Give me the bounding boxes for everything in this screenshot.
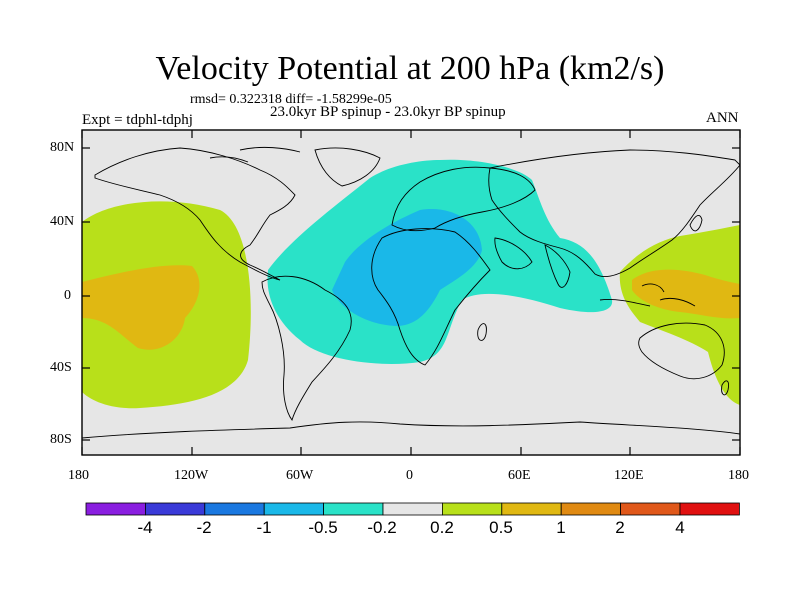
coast-africa [371,228,491,366]
colorbar [85,502,740,516]
x-tick-label: 120W [174,468,209,483]
colorbar-label: 2 [615,518,625,537]
colorbar-label: -0.2 [367,518,397,537]
coast-australia [638,322,725,380]
coast-asia [488,149,741,278]
y-tick-label: 40S [50,360,72,375]
colorbar-label: -2 [196,518,212,537]
season-label: ANN [706,110,739,126]
y-axis [82,147,740,441]
coast-antarctica [81,421,741,439]
colorbar-swatch [679,502,740,516]
y-tick-label: 80S [50,432,72,447]
x-tick-label: 60W [286,468,314,483]
coast-new-zealand [721,380,729,396]
colorbar-swatch [204,502,265,516]
coast-arctic-islands [209,146,301,163]
field-pos-mid-west-pacific [632,269,740,319]
y-tick-label: 40N [50,214,75,229]
colorbar-swatch [620,502,681,516]
colorbar-swatch [560,502,622,516]
y-tick-label: 0 [64,288,71,303]
colorbar-label: -4 [137,518,153,537]
coast-japan [689,214,703,232]
coast-north-america [94,147,296,281]
coast-south-america [261,275,352,421]
colorbar-swatch [144,502,206,516]
x-axis [81,130,741,455]
colorbar-label: 0.5 [489,518,513,537]
coast-madagascar [477,323,487,341]
x-tick-label: 180 [68,468,89,483]
coast-arabia [494,237,533,270]
x-tick-label: 180 [728,468,749,483]
colorbar-label: -0.5 [308,518,338,537]
colorbar-swatch [85,502,146,516]
coastlines [81,146,741,439]
x-tick-label: 0 [406,468,413,483]
colorbar-swatch [263,502,325,516]
field-pos-weak-west-pacific [619,225,740,405]
coast-india [544,244,571,288]
coast-indonesia [599,283,696,307]
y-tick-label: 80N [50,140,75,155]
rmsd-diff-stats: rmsd= 0.322318 diff= -1.58299e-05 [190,92,392,107]
coast-europe [391,166,536,232]
colorbar-swatch [382,502,443,516]
colorbar-swatch [441,502,503,516]
colorbar-label: 1 [556,518,566,537]
x-tick-label: 120E [614,468,644,483]
x-tick-label: 60E [508,468,531,483]
field-pos-mid-east-pacific [82,265,200,350]
colorbar-swatch [501,502,562,516]
subtitle: 23.0kyr BP spinup - 23.0kyr BP spinup [270,104,506,120]
experiment-label: Expt = tdphl-tdphj [82,112,193,128]
figure-title: Velocity Potential at 200 hPa (km2/s) [155,50,665,87]
colorbar-swatch [323,502,384,516]
colorbar-label: 0.2 [430,518,454,537]
coast-greenland [314,147,381,187]
field-neg-mid-africa [332,209,482,326]
colorbar-label: -1 [256,518,272,537]
colorbar-label: 4 [675,518,685,537]
